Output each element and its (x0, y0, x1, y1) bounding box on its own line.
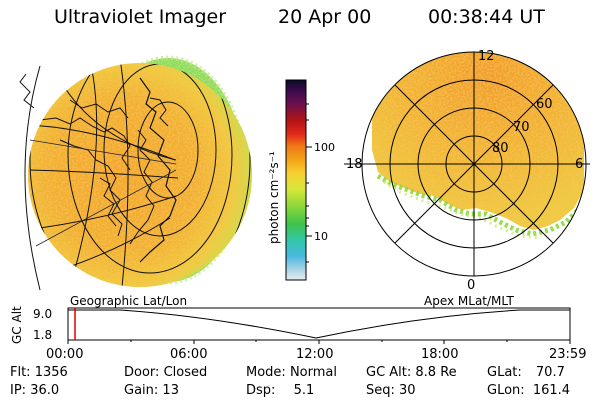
x-tick-1800: 18:00 (421, 347, 458, 362)
seq-value: 30 (399, 383, 416, 398)
polar-mlat-mlt-plot: 60 70 80 12 18 6 0 (344, 49, 590, 293)
colorbar-tick-100: 100 (314, 141, 335, 154)
mode-value: Normal (289, 365, 337, 380)
intensity-colorbar: 100 10 photon cm⁻²s⁻¹ (267, 79, 335, 281)
x-tick-0600: 06:00 (170, 347, 207, 362)
x-tick-2359: 23:59 (549, 347, 586, 362)
header-date: 20 Apr 00 (278, 6, 372, 28)
apex-title: Apex MLat/MLT (424, 294, 514, 308)
ip-label: IP: (10, 383, 27, 398)
lat-label-80: 80 (492, 141, 509, 156)
flt-label: Flt: (10, 365, 31, 380)
door-value: Closed (163, 365, 208, 380)
glat-field: GLat: 70.7 (487, 365, 565, 380)
gain-field: Gain: 13 (124, 383, 179, 398)
y-tick-9: 9.0 (33, 307, 52, 321)
header-time: 00:38:44 UT (428, 6, 545, 28)
lat-label-60: 60 (536, 97, 553, 112)
flt-value: 1356 (34, 365, 68, 380)
door-field: Door: Closed (124, 365, 207, 380)
y-tick-1-8: 1.8 (33, 328, 52, 342)
colorbar-tick-10: 10 (314, 230, 328, 243)
gcalt-value: 8.8 Re (415, 365, 457, 380)
mode-label: Mode: (246, 365, 286, 380)
glat-label: GLat: (487, 365, 522, 380)
x-tick-0000: 00:00 (46, 347, 83, 362)
dsp-field: Dsp: 5.1 (246, 383, 314, 398)
seq-label: Seq: (366, 383, 395, 398)
geographic-title: Geographic Lat/Lon (70, 294, 187, 308)
mlt-label-12: 12 (478, 49, 495, 64)
mode-field: Mode: Normal (246, 365, 337, 380)
lat-label-70: 70 (513, 120, 530, 135)
seq-field: Seq: 30 (366, 383, 416, 398)
mlt-label-6: 6 (575, 157, 583, 172)
ip-value: 36.0 (30, 383, 60, 398)
dsp-value: 5.1 (293, 383, 315, 398)
altitude-ylabel: GC Alt (10, 306, 24, 344)
door-label: Door: (124, 365, 160, 380)
gain-value: 13 (162, 383, 179, 398)
glon-label: GLon: (487, 383, 525, 398)
glon-field: GLon: 161.4 (487, 383, 570, 398)
altitude-timeline-plot: 9.0 1.8 GC Alt Geographic Lat/Lon Apex M… (10, 294, 586, 362)
instrument-title: Ultraviolet Imager (54, 6, 227, 28)
ip-field: IP: 36.0 (10, 383, 59, 398)
flt-field: Flt: 1356 (10, 365, 68, 380)
gcalt-label: GC Alt: (366, 365, 412, 380)
glon-value: 161.4 (532, 383, 571, 398)
gain-label: Gain: (124, 383, 159, 398)
mlt-label-18: 18 (346, 157, 363, 172)
mlt-label-0: 0 (467, 278, 475, 293)
global-earth-image (19, 55, 252, 291)
glat-value: 70.7 (535, 365, 565, 380)
x-tick-1200: 12:00 (296, 347, 333, 362)
colorbar-unit-label: photon cm⁻²s⁻¹ (267, 151, 281, 244)
gcalt-field: GC Alt: 8.8 Re (366, 365, 457, 380)
dsp-label: Dsp: (246, 383, 276, 398)
